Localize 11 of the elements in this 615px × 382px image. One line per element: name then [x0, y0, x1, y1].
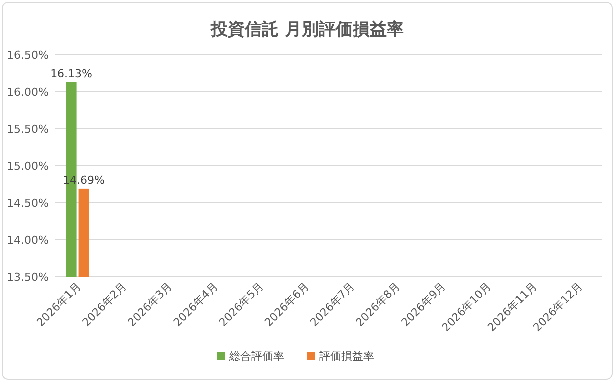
- y-tick-label: 13.50%: [7, 271, 49, 284]
- legend-label: 評価損益率: [320, 350, 374, 363]
- y-tick-label: 14.00%: [7, 234, 49, 247]
- y-tick-label: 15.00%: [7, 160, 49, 173]
- data-label: 16.13%: [50, 67, 93, 80]
- y-tick-label: 16.50%: [7, 49, 49, 62]
- chart-title: 投資信託 月別評価損益率: [210, 20, 404, 40]
- y-tick-label: 16.00%: [7, 86, 49, 99]
- legend-label: 総合評価率: [228, 350, 284, 363]
- y-tick-label: 14.50%: [7, 197, 49, 210]
- y-tick-label: 15.50%: [7, 123, 49, 136]
